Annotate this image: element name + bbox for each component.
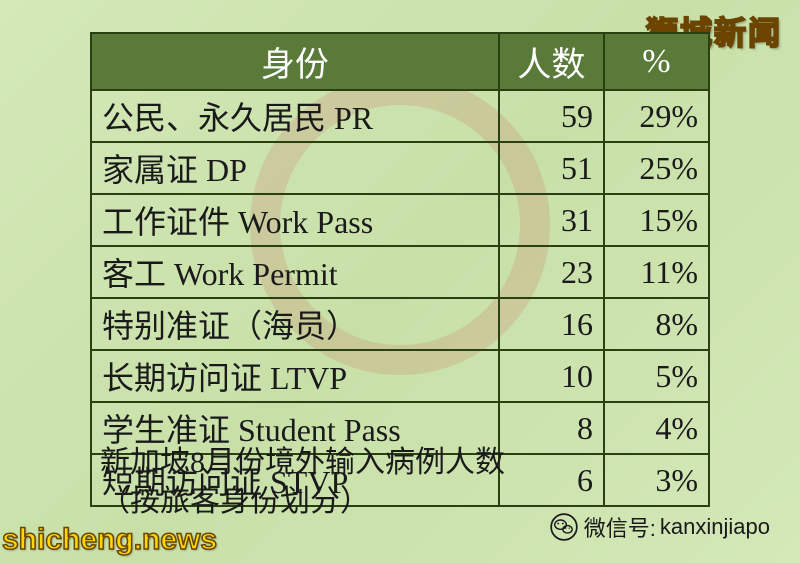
- cell-count: 6: [499, 454, 604, 506]
- cell-percent: 29%: [604, 90, 709, 142]
- cell-percent: 5%: [604, 350, 709, 402]
- cell-count: 16: [499, 298, 604, 350]
- cell-identity: 工作证件 Work Pass: [91, 194, 499, 246]
- cell-percent: 3%: [604, 454, 709, 506]
- cell-count: 59: [499, 90, 604, 142]
- cell-count: 23: [499, 246, 604, 298]
- cell-percent: 11%: [604, 246, 709, 298]
- table-header-row: 身份 人数 %: [91, 33, 709, 90]
- cell-identity: 客工 Work Permit: [91, 246, 499, 298]
- table-row: 长期访问证 LTVP 10 5%: [91, 350, 709, 402]
- data-table-container: 身份 人数 % 公民、永久居民 PR 59 29% 家属证 DP 51 25% …: [90, 32, 710, 507]
- caption-line-2: （按旅客身份划分）: [100, 482, 505, 521]
- cell-percent: 15%: [604, 194, 709, 246]
- cell-count: 51: [499, 142, 604, 194]
- cell-percent: 4%: [604, 402, 709, 454]
- table-row: 工作证件 Work Pass 31 15%: [91, 194, 709, 246]
- caption-line-1: 新加坡8月份境外输入病例人数: [100, 443, 505, 482]
- cell-identity: 长期访问证 LTVP: [91, 350, 499, 402]
- cell-identity: 家属证 DP: [91, 142, 499, 194]
- table-caption: 新加坡8月份境外输入病例人数 （按旅客身份划分）: [100, 443, 505, 521]
- cell-count: 31: [499, 194, 604, 246]
- cell-percent: 25%: [604, 142, 709, 194]
- header-count: 人数: [499, 33, 604, 90]
- wechat-info: 微信号: kanxinjiapo: [550, 511, 770, 543]
- table-row: 客工 Work Permit 23 11%: [91, 246, 709, 298]
- cell-count: 10: [499, 350, 604, 402]
- table-row: 家属证 DP 51 25%: [91, 142, 709, 194]
- cell-count: 8: [499, 402, 604, 454]
- header-identity: 身份: [91, 33, 499, 90]
- wechat-id: kanxinjiapo: [660, 514, 770, 540]
- website-label: shicheng.news: [2, 523, 217, 557]
- wechat-prefix: 微信号:: [584, 511, 656, 543]
- header-percent: %: [604, 33, 709, 90]
- cell-identity: 特别准证（海员）: [91, 298, 499, 350]
- table-row: 特别准证（海员） 16 8%: [91, 298, 709, 350]
- wechat-icon: [550, 513, 578, 541]
- identity-table: 身份 人数 % 公民、永久居民 PR 59 29% 家属证 DP 51 25% …: [90, 32, 710, 507]
- cell-percent: 8%: [604, 298, 709, 350]
- table-row: 公民、永久居民 PR 59 29%: [91, 90, 709, 142]
- cell-identity: 公民、永久居民 PR: [91, 90, 499, 142]
